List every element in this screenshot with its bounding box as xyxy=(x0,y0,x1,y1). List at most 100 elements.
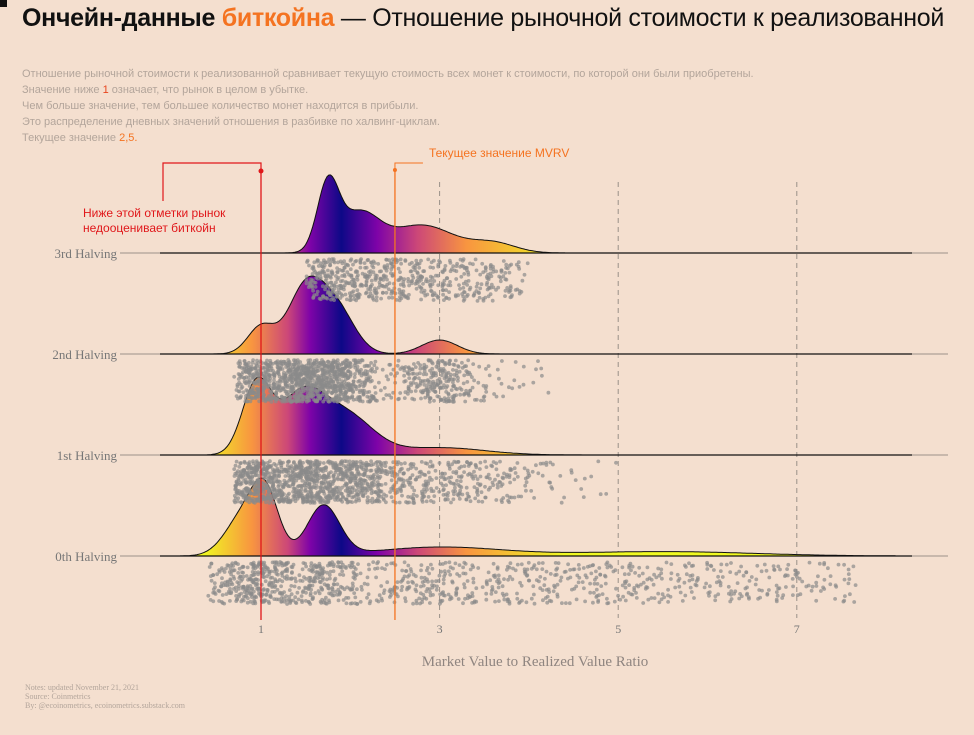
dot-3-828 xyxy=(251,560,256,565)
dot-1-547 xyxy=(492,392,496,396)
description-line-2-b: означает, что рынок в целом в убытке. xyxy=(111,84,309,96)
dot-3-1043 xyxy=(353,573,358,578)
dot-2-601 xyxy=(414,466,419,471)
dot-3-621 xyxy=(366,562,371,567)
dot-3-929 xyxy=(567,601,572,606)
dot-1-1323 xyxy=(517,385,522,389)
dot-0-568 xyxy=(442,298,446,302)
dot-3-732 xyxy=(544,569,549,574)
dot-0-577 xyxy=(410,273,415,278)
dot-2-429 xyxy=(473,496,478,501)
dot-3-474 xyxy=(462,585,467,590)
dot-2-1028 xyxy=(309,487,314,492)
dot-3-204 xyxy=(785,567,789,571)
dot-0-515 xyxy=(387,281,392,286)
dot-3-890 xyxy=(525,573,530,577)
dot-3-1021 xyxy=(523,570,528,574)
dot-3-1076 xyxy=(280,599,284,604)
dot-3-278 xyxy=(531,584,536,589)
dot-1-1198 xyxy=(342,396,347,401)
dot-2-896 xyxy=(369,468,374,473)
dot-3-594 xyxy=(841,599,846,604)
dot-2-348 xyxy=(438,475,443,479)
dot-1-1211 xyxy=(292,358,296,363)
dot-1-1078 xyxy=(373,359,378,364)
dot-1-503 xyxy=(418,383,422,387)
dot-1-1260 xyxy=(295,358,300,363)
dot-1-674 xyxy=(267,385,271,390)
dot-0-575 xyxy=(364,283,369,288)
dot-2-996 xyxy=(300,483,305,488)
corner-mark xyxy=(0,0,7,7)
dot-1-146 xyxy=(308,358,313,363)
dot-1-48 xyxy=(482,398,486,403)
dot-3-527 xyxy=(693,582,698,587)
dot-0-541 xyxy=(378,276,383,281)
dot-1-1113 xyxy=(467,370,472,375)
dot-3-818 xyxy=(819,589,823,593)
dot-3-1097 xyxy=(630,592,635,597)
dot-1-784 xyxy=(499,381,504,386)
dot-0-502 xyxy=(426,257,431,262)
dot-3-469 xyxy=(251,573,256,578)
dot-3-421 xyxy=(280,579,285,584)
dot-3-937 xyxy=(353,595,358,600)
dot-3-575 xyxy=(238,574,243,579)
dot-0-538 xyxy=(309,277,314,282)
dot-0-411 xyxy=(323,274,328,279)
dot-0-514 xyxy=(312,260,317,265)
dot-3-452 xyxy=(548,572,553,576)
dot-3-605 xyxy=(804,584,809,589)
dot-1-1263 xyxy=(326,363,331,367)
dot-2-1215 xyxy=(270,489,274,494)
dot-3-256 xyxy=(623,598,628,603)
dot-3-706 xyxy=(747,579,752,583)
dot-1-498 xyxy=(476,380,481,385)
dot-2-669 xyxy=(369,459,373,464)
dot-3-948 xyxy=(405,585,410,590)
dot-3-19 xyxy=(809,588,814,593)
dot-3-769 xyxy=(407,573,412,577)
dot-0-593 xyxy=(310,266,315,271)
dot-1-1255 xyxy=(353,359,358,363)
dot-3-690 xyxy=(244,593,249,598)
dot-1-532 xyxy=(395,363,400,368)
dot-1-334 xyxy=(497,376,501,381)
dot-0-506 xyxy=(384,274,388,279)
dot-2-670 xyxy=(365,495,370,499)
dot-1-1209 xyxy=(260,365,265,370)
dot-3-1047 xyxy=(451,566,455,571)
dot-3-1040 xyxy=(461,571,466,576)
dot-3-804 xyxy=(659,571,664,576)
dot-0-36 xyxy=(508,284,513,288)
description: Отношение рыночной стоимости к реализова… xyxy=(22,66,754,146)
dot-2-1347 xyxy=(264,472,268,477)
dot-0-409 xyxy=(444,288,448,292)
dot-2-1342 xyxy=(376,493,381,497)
dot-3-1014 xyxy=(798,592,803,597)
dot-3-980 xyxy=(211,599,216,604)
dot-3-831 xyxy=(598,572,603,577)
dot-3-886 xyxy=(621,594,625,599)
dot-3-877 xyxy=(430,579,434,584)
dot-1-969 xyxy=(413,375,418,380)
dot-0-168 xyxy=(336,275,341,280)
dot-2-1089 xyxy=(548,460,553,465)
dot-3-915 xyxy=(540,567,545,571)
description-line-3: Чем больше значение, тем большее количес… xyxy=(22,100,419,112)
dot-0-435 xyxy=(304,278,309,283)
dot-3-977 xyxy=(375,561,379,566)
dot-0-478 xyxy=(352,277,356,282)
dot-1-1229 xyxy=(277,384,281,389)
dot-0-443 xyxy=(322,271,327,276)
dot-2-1205 xyxy=(315,463,319,468)
dot-3-777 xyxy=(574,597,579,602)
dot-1-1137 xyxy=(452,393,457,398)
dot-1-1215 xyxy=(289,399,294,404)
dot-3-701 xyxy=(735,581,740,585)
dot-3-821 xyxy=(816,574,820,579)
dot-0-76 xyxy=(516,260,521,265)
dot-3-846 xyxy=(462,560,467,565)
dot-3-87 xyxy=(545,600,550,605)
dot-3-916 xyxy=(243,587,248,591)
